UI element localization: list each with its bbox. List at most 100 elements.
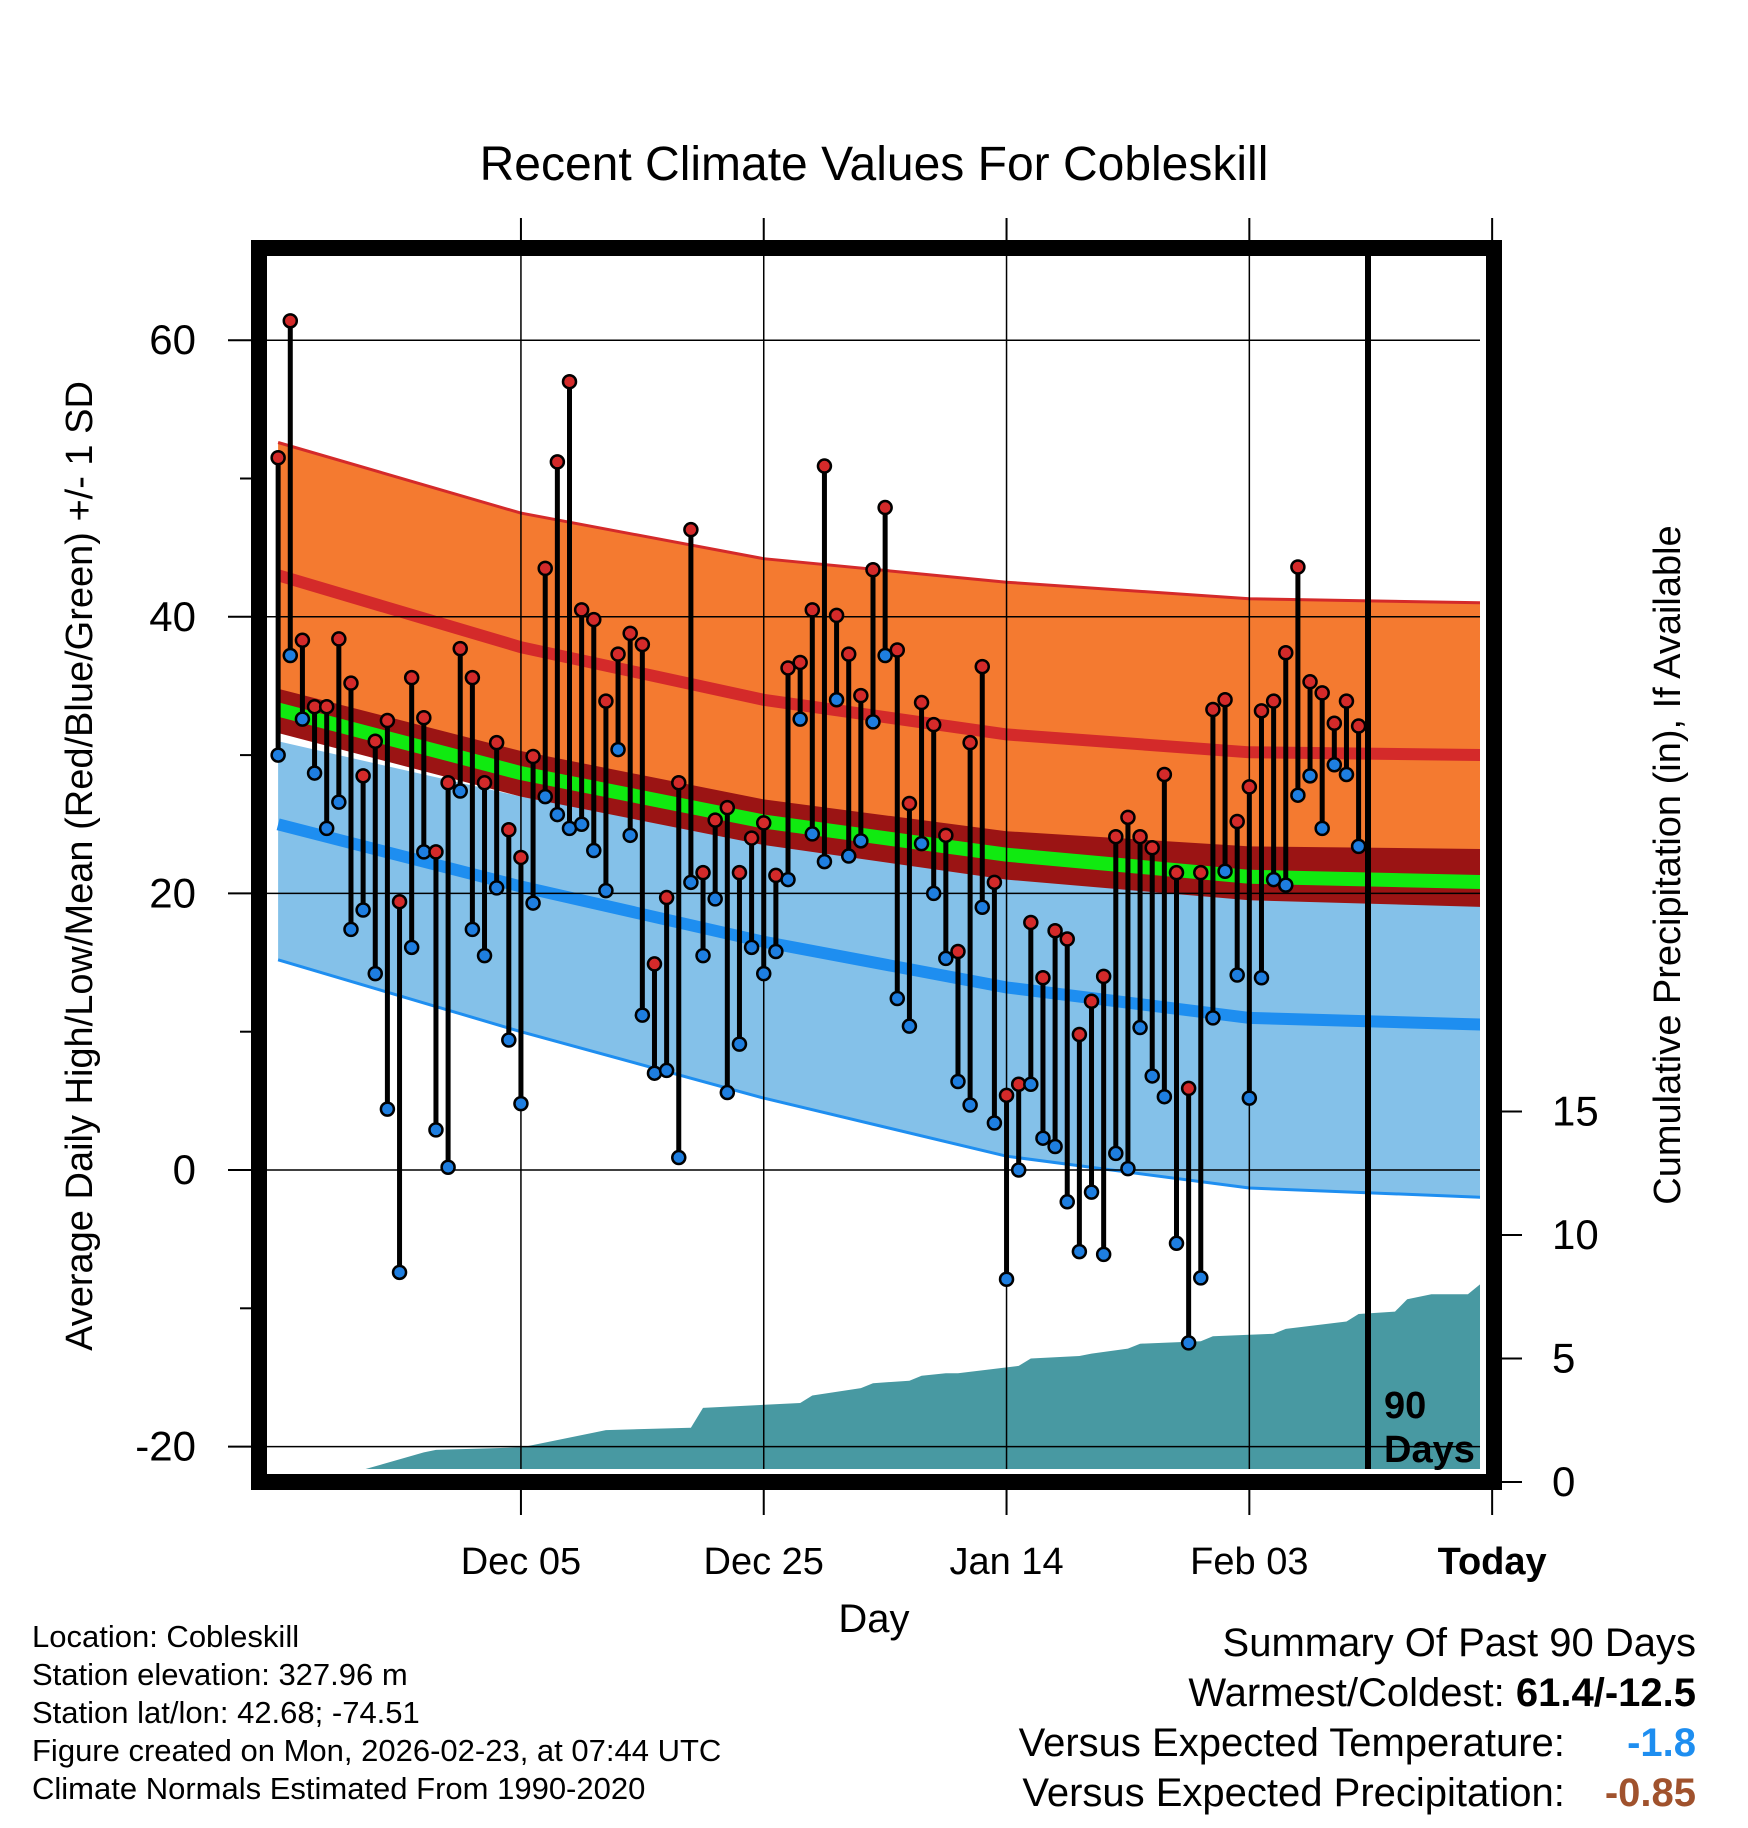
daily-low-point — [452, 783, 468, 799]
daily-high-point — [1083, 993, 1100, 1010]
daily-low-point — [513, 1095, 529, 1112]
daily-low-point — [1083, 1184, 1100, 1200]
daily-low-point — [610, 741, 626, 758]
daily-high-point — [1265, 693, 1282, 709]
daily-low-point — [1180, 1335, 1197, 1351]
daily-low-point — [671, 1149, 687, 1166]
daily-high-point — [1035, 970, 1051, 986]
daily-high-point — [816, 458, 833, 474]
temp-row: Versus Expected Temperature: -1.8 — [1019, 1718, 1696, 1768]
daily-high-point — [974, 658, 991, 675]
daily-low-point — [282, 647, 299, 664]
y2-axis: 15 10 5 0 — [1502, 1088, 1599, 1505]
daily-high-point — [501, 822, 517, 838]
daily-low-point — [428, 1122, 444, 1138]
daily-high-point — [598, 693, 614, 709]
daily-high-point — [1278, 645, 1294, 661]
y-tick-label: 60 — [149, 316, 196, 363]
daily-high-point — [865, 562, 881, 578]
daily-low-point — [549, 806, 566, 823]
normals-text: Climate Normals Estimated From 1990-2020 — [32, 1771, 646, 1806]
daily-low-point — [1241, 1090, 1258, 1106]
daily-high-point — [282, 313, 299, 329]
daily-low-point — [391, 1264, 408, 1281]
daily-high-point — [488, 734, 505, 751]
daily-high-point — [1023, 914, 1039, 931]
daily-high-point — [452, 640, 468, 657]
daily-high-point — [391, 893, 408, 910]
daily-low-point — [379, 1101, 396, 1117]
latlon-text: Station lat/lon: 42.68; -74.51 — [32, 1695, 420, 1730]
daily-high-point — [294, 632, 311, 649]
daily-low-point — [792, 711, 808, 727]
y-tick-label: 0 — [173, 1146, 196, 1193]
mean-sd-band — [278, 688, 1480, 907]
daily-high-point — [1168, 864, 1185, 881]
grid-lines — [266, 247, 1493, 1469]
daily-low-point — [840, 848, 857, 864]
period-label-unit: Days — [1384, 1429, 1475, 1471]
y-tick-label: 20 — [149, 869, 196, 916]
daily-low-point — [306, 765, 323, 781]
daily-high-point — [1290, 559, 1306, 575]
y2-tick-label: 0 — [1552, 1458, 1575, 1505]
daily-high-point — [464, 669, 481, 686]
daily-low-point — [1120, 1160, 1136, 1177]
daily-high-point — [586, 611, 602, 628]
x-tick-label: Today — [1438, 1541, 1547, 1583]
daily-high-point — [379, 712, 396, 729]
daily-high-point — [573, 602, 590, 618]
daily-high-point — [1071, 1026, 1088, 1043]
warm-cold-row: Warmest/Coldest: 61.4/-12.5 — [1019, 1668, 1696, 1718]
daily-low-point — [331, 794, 347, 810]
daily-high-point — [537, 560, 553, 577]
daily-low-point — [598, 882, 614, 899]
daily-low-point — [731, 1036, 748, 1052]
daily-low-point — [343, 921, 359, 938]
daily-high-point — [416, 710, 432, 726]
daily-high-point — [998, 1087, 1015, 1104]
low-lower-line — [277, 958, 1480, 1199]
daily-low-point — [1035, 1130, 1051, 1146]
y-axis-label: Average Daily High/Low/Mean (Red/Blue/Gr… — [59, 381, 101, 1351]
daily-high-point — [889, 642, 906, 658]
daily-high-point — [634, 636, 651, 653]
daily-low-point — [573, 816, 590, 832]
daily-low-point — [1265, 871, 1282, 888]
normal-bands — [276, 441, 1480, 1469]
daily-low-point — [768, 943, 784, 960]
daily-high-point — [622, 625, 638, 642]
precip-label: Versus Expected Precipitation: — [1022, 1771, 1565, 1815]
created-text: Figure created on Mon, 2026-02-23, at 07… — [32, 1733, 722, 1768]
daily-low-point — [501, 1032, 517, 1048]
warm-cold-label: Warmest/Coldest: — [1188, 1671, 1505, 1715]
daily-low-point — [719, 1084, 736, 1101]
y2-tick-label: 15 — [1552, 1088, 1599, 1135]
temp-label: Versus Expected Temperature: — [1018, 1721, 1565, 1765]
daily-low-point — [780, 871, 796, 888]
daily-low-point — [1010, 1162, 1027, 1178]
daily-low-point — [318, 820, 335, 837]
daily-high-point — [318, 698, 335, 715]
daily-low-point — [1290, 787, 1306, 803]
daily-low-point — [1350, 838, 1367, 855]
daily-high-point — [1338, 693, 1355, 709]
x-axis-label: Day — [838, 1597, 909, 1641]
daily-high-point — [561, 373, 578, 390]
daily-high-point — [913, 694, 930, 711]
daily-low-point — [537, 788, 553, 805]
daily-low-point — [464, 921, 481, 938]
daily-low-point — [270, 747, 286, 763]
daily-high-point — [828, 607, 845, 624]
daily-high-point — [1217, 692, 1233, 708]
daily-low-point — [938, 950, 954, 967]
daily-low-point — [683, 874, 699, 891]
y2-axis-label: Cumulative Precipitation (in), If Availa… — [1647, 525, 1689, 1204]
precip-value: -0.85 — [1604, 1771, 1696, 1815]
daily-low-point — [877, 647, 893, 664]
daily-high-point — [671, 775, 687, 791]
daily-high-point — [707, 812, 723, 828]
daily-high-point — [925, 716, 942, 733]
daily-low-point — [488, 880, 505, 896]
daily-high-point — [901, 795, 918, 812]
